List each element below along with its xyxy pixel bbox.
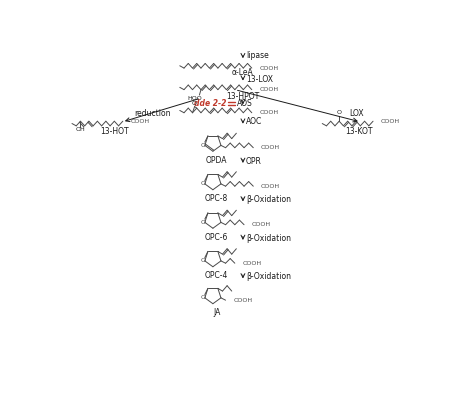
Text: OPC-4: OPC-4 [205,271,228,280]
Text: O: O [192,101,197,106]
Text: HOO: HOO [187,96,202,101]
Text: JA: JA [213,309,220,317]
Text: COOH: COOH [252,222,271,227]
Text: COOH: COOH [381,119,400,124]
Text: COOH: COOH [243,261,262,266]
Text: COOH: COOH [130,119,150,124]
Text: COOH: COOH [261,184,280,189]
Text: OPDA: OPDA [206,156,228,165]
Text: O: O [337,110,342,115]
Text: β-Oxidation: β-Oxidation [246,195,291,204]
Text: 13-KOT: 13-KOT [346,127,373,136]
Text: reduction: reduction [135,109,171,118]
Text: dde 2-2: dde 2-2 [193,99,226,108]
Text: β-Oxidation: β-Oxidation [246,272,291,281]
Text: AOS: AOS [237,99,253,108]
Text: 13-HPOT: 13-HPOT [226,92,260,101]
Text: lipase: lipase [246,51,269,60]
Text: OPC-6: OPC-6 [205,233,228,242]
Text: COOH: COOH [233,298,252,303]
Text: COOH: COOH [259,66,279,70]
Text: O: O [201,181,206,186]
Text: LOX: LOX [349,109,364,118]
Text: OH: OH [75,127,85,132]
Text: AOC: AOC [246,118,262,127]
Text: COOH: COOH [259,110,279,115]
Text: β-Oxidation: β-Oxidation [246,234,291,243]
Text: OPC-8: OPC-8 [205,195,228,204]
Text: COOH: COOH [261,145,280,150]
Text: O: O [201,258,206,263]
Text: COOH: COOH [259,87,279,92]
Text: 13-LOX: 13-LOX [246,75,273,84]
Text: O: O [201,143,206,148]
Text: α-LeA: α-LeA [232,68,254,77]
Text: O: O [201,220,206,225]
Text: O: O [201,295,206,300]
Text: OPR: OPR [246,157,262,166]
Text: 13-HOT: 13-HOT [100,127,128,136]
